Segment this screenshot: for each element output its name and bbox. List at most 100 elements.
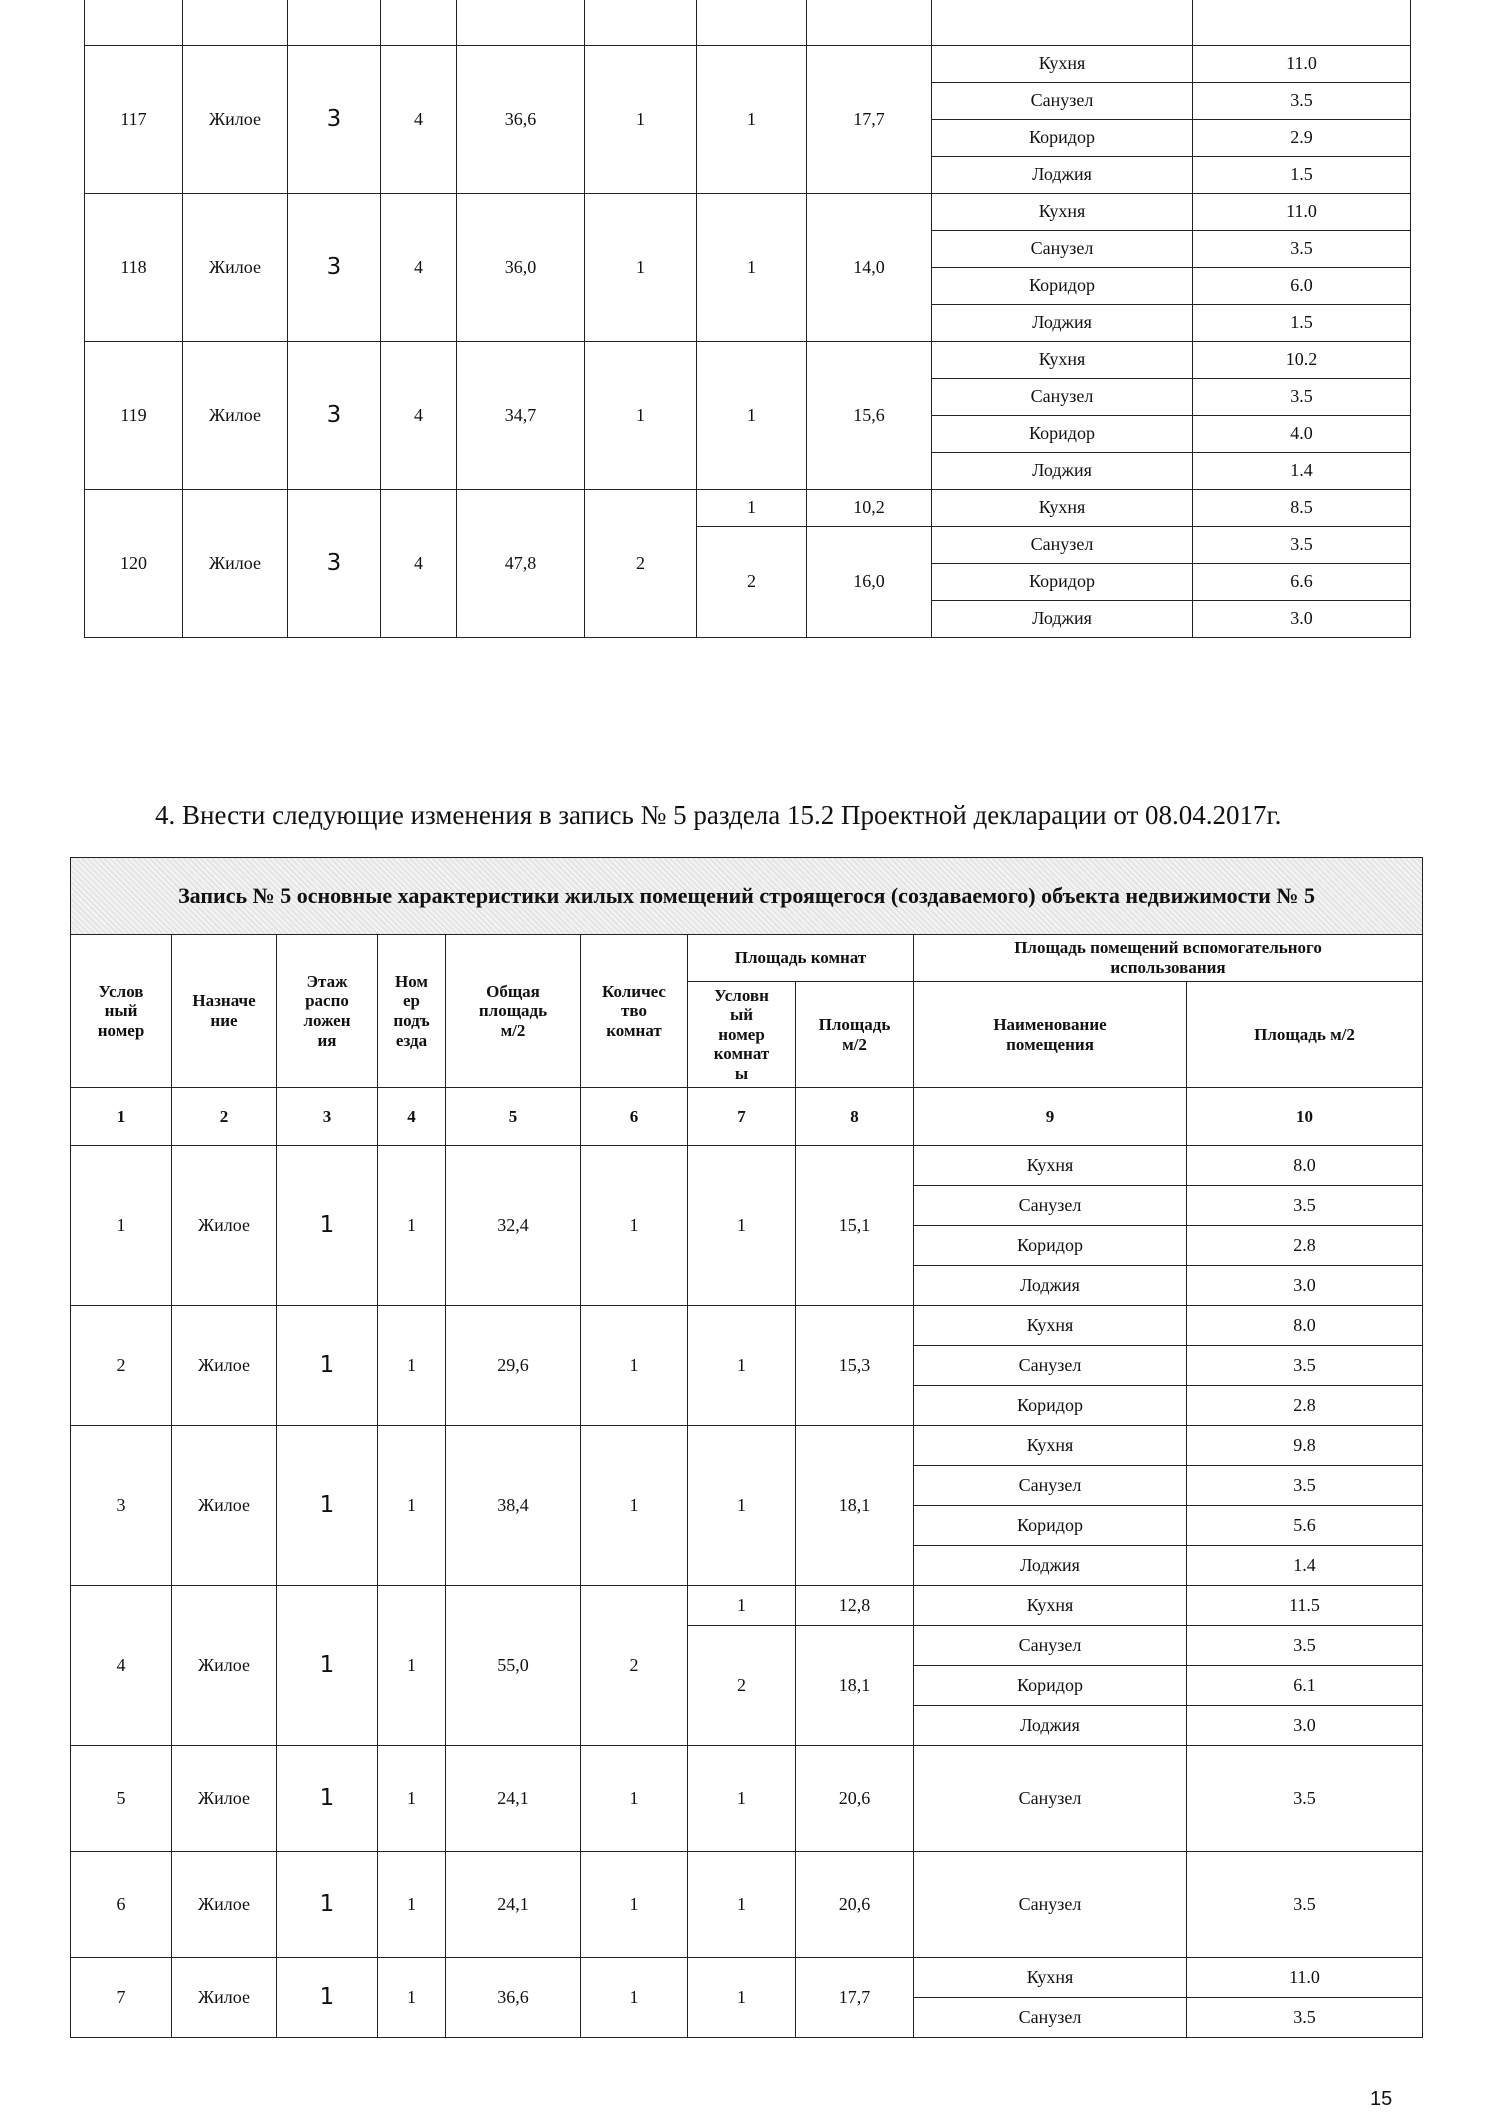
column-header: Услов ный номер	[70, 934, 172, 1088]
apartment-row: 1 Жилое 1 1 32,4 1 1 15,1 Кухня 8.0	[70, 1145, 1424, 1306]
apartment-row: Санузел 3.5	[85, 81, 1411, 120]
aux-area: 11.0	[1192, 192, 1411, 231]
room-number: 2	[696, 525, 807, 638]
group-header: Площадь помещений вспомогательного испол…	[912, 934, 1424, 982]
apartment-number: 118	[84, 192, 183, 342]
column-number: 1	[70, 1087, 172, 1146]
aux-area: 3.0	[1185, 1705, 1424, 1746]
aux-name: Кухня	[913, 1425, 1187, 1466]
room-count: 1	[580, 1745, 688, 1852]
aux-name: Лоджия	[931, 599, 1193, 638]
apartment-row: Санузел 3.5	[71, 1345, 1424, 1386]
room-number: 1	[696, 340, 807, 490]
column-number: 7	[687, 1087, 796, 1146]
room-area: 10,2	[806, 488, 932, 527]
room-area: 20,6	[795, 1851, 914, 1958]
room-area: 12,8	[795, 1585, 914, 1626]
entrance: 1	[377, 1145, 446, 1306]
room-count: 1	[584, 44, 697, 194]
aux-area: 11.5	[1185, 1585, 1424, 1626]
aux-name: Кухня	[913, 1145, 1187, 1186]
room-number: 1	[696, 44, 807, 194]
room-area: 16,0	[806, 525, 932, 638]
apartment-number: 2	[70, 1305, 172, 1426]
aux-area: 3.5	[1185, 1625, 1424, 1666]
apartment-row: Санузел 3.5	[85, 229, 1411, 268]
group-header: Площадь комнат	[687, 934, 914, 982]
room-count: 1	[580, 1957, 688, 2038]
aux-name: Коридор	[913, 1505, 1187, 1546]
aux-name: Санузел	[913, 1185, 1187, 1226]
floor: 3	[287, 192, 381, 342]
aux-name: Кухня	[931, 340, 1193, 379]
aux-area: 4.0	[1192, 414, 1411, 453]
aux-name: Кухня	[913, 1957, 1187, 1998]
aux-name: Лоджия	[931, 303, 1193, 342]
apartment-row: 117 Жилое 3 4 36,6 1 1 17,7 Кухня 11.0	[84, 44, 1411, 194]
aux-name: Санузел	[913, 1851, 1187, 1958]
room-area: 14,0	[806, 192, 932, 342]
aux-area: 8.0	[1185, 1145, 1424, 1186]
purpose: Жилое	[171, 1957, 277, 2038]
column-header: Площадь м/2	[1185, 981, 1424, 1088]
apartment-row: 2 Жилое 1 1 29,6 1 1 15,3 Кухня 8.0	[70, 1305, 1424, 1426]
apartment-row: 4 Жилое 1 1 55,0 2 1 12,8 Кухня 11.5	[70, 1585, 1424, 1746]
total-area: 36,6	[445, 1957, 581, 2038]
aux-name: Коридор	[913, 1385, 1187, 1426]
floor: 1	[276, 1145, 378, 1306]
aux-area: 5.6	[1185, 1505, 1424, 1546]
aux-area: 2.8	[1185, 1385, 1424, 1426]
entrance: 4	[380, 44, 457, 194]
aux-area: 1.4	[1192, 451, 1411, 490]
apartment-row: Лоджия 3.0	[71, 1265, 1424, 1306]
column-header: Условн ый номер комнат ы	[687, 981, 796, 1088]
aux-area: 1.5	[1192, 155, 1411, 194]
entrance: 1	[377, 1957, 446, 2038]
floor: 1	[276, 1957, 378, 2038]
column-header: Наименование помещения	[913, 981, 1187, 1088]
aux-area: 8.0	[1185, 1305, 1424, 1346]
total-area: 36,0	[456, 192, 585, 342]
floor: 1	[276, 1851, 378, 1958]
entrance: 4	[380, 340, 457, 490]
record-table: Запись № 5 основные характеристики жилых…	[69, 857, 1424, 2038]
column-number: 8	[795, 1087, 914, 1146]
apartment-number: 7	[70, 1957, 172, 2038]
room-count: 2	[580, 1585, 688, 1746]
room-count: 1	[584, 340, 697, 490]
apartment-row: Коридор 2.9	[85, 118, 1411, 157]
column-number: 9	[913, 1087, 1187, 1146]
apartment-number: 117	[84, 44, 183, 194]
total-area: 34,7	[456, 340, 585, 490]
floor: 1	[276, 1585, 378, 1746]
aux-area: 11.0	[1192, 44, 1411, 83]
header-row: Услов ный номер Назначе ние Этаж распо лож…	[70, 934, 1424, 1088]
floor: 3	[287, 488, 381, 638]
aux-area: 3.5	[1185, 1745, 1424, 1852]
total-area: 29,6	[445, 1305, 581, 1426]
aux-name: Санузел	[931, 81, 1193, 120]
purpose: Жилое	[182, 340, 288, 490]
total-area: 36,6	[456, 44, 585, 194]
purpose: Жилое	[182, 44, 288, 194]
aux-name: Кухня	[913, 1585, 1187, 1626]
total-area: 24,1	[445, 1851, 581, 1958]
title-row: Запись № 5 основные характеристики жилых…	[69, 857, 1424, 935]
total-area: 55,0	[445, 1585, 581, 1746]
room-number: 1	[696, 488, 807, 527]
aux-area: 1.5	[1192, 303, 1411, 342]
apartment-row: Коридор 6.1	[71, 1665, 1424, 1706]
apartment-row: Лоджия 1.5	[85, 155, 1411, 194]
apartment-row: Коридор 5.6	[71, 1505, 1424, 1546]
aux-name: Коридор	[931, 118, 1193, 157]
purpose: Жилое	[182, 192, 288, 342]
room-count: 1	[584, 192, 697, 342]
aux-area: 11.0	[1185, 1957, 1424, 1998]
room-count: 1	[580, 1145, 688, 1306]
aux-area: 3.5	[1185, 1345, 1424, 1386]
entrance: 1	[377, 1745, 446, 1852]
column-number: 10	[1185, 1087, 1424, 1146]
entrance: 1	[377, 1851, 446, 1958]
aux-area: 3.5	[1192, 81, 1411, 120]
aux-name: Санузел	[931, 229, 1193, 268]
